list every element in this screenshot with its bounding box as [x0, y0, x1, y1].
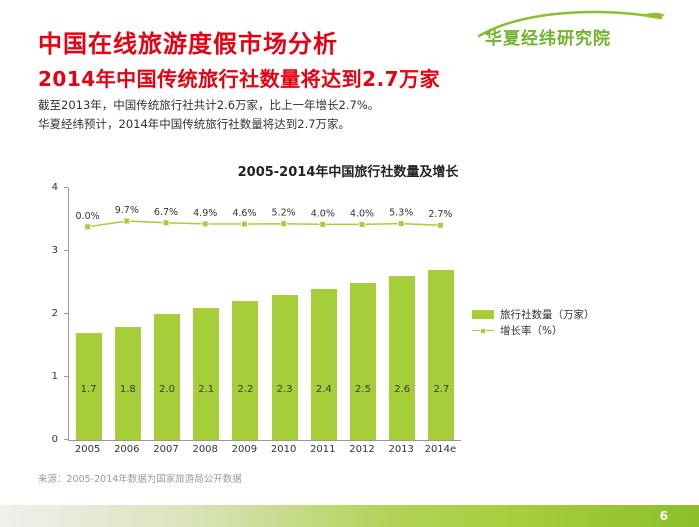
x-axis-label: 2012 — [349, 444, 375, 455]
source-note: 来源：2005-2014年数据为国家旅游局公开数据 — [38, 474, 242, 485]
y-axis-tick — [64, 187, 68, 188]
body-line-2: 华夏经纬预计，2014年中国传统旅行社数量将达到2.7万家。 — [38, 117, 351, 131]
bar-2014e: 2.7 — [428, 269, 455, 440]
bar-value-label: 1.7 — [80, 384, 97, 395]
x-axis-label: 2008 — [192, 444, 218, 455]
x-axis-label: 2009 — [231, 444, 258, 455]
y-axis-tick-label: 2 — [51, 308, 58, 319]
bar-2012: 2.5 — [350, 282, 376, 440]
bar-value-label: 2.1 — [198, 384, 215, 395]
bar-2010: 2.3 — [271, 295, 298, 440]
bar-value-label: 2.0 — [159, 384, 175, 395]
x-axis-label: 2013 — [388, 444, 414, 455]
footer-bar: 6 — [0, 505, 699, 527]
growth-value-label: 9.7% — [115, 205, 139, 216]
growth-line: 0.0% 9.7% 6.7% 4.9% 4.6% 5.2% 4.0% 4.0% 5.3% 2.7% — [76, 205, 452, 231]
growth-value-label: 5.3% — [389, 208, 413, 219]
x-axis-label: 2005 — [74, 444, 101, 455]
bar-value-label: 2.4 — [315, 384, 332, 395]
legend-item-bars: 旅行社数量（万家） — [472, 306, 595, 322]
y-axis-tick — [64, 376, 68, 377]
bar-value-label: 2.3 — [276, 384, 293, 395]
bar-value-label: 2.6 — [394, 384, 411, 395]
growth-value-label: 4.6% — [232, 208, 256, 219]
growth-point — [162, 219, 170, 227]
bar-2011: 2.4 — [310, 288, 337, 440]
plot-area: 1.7 1.8 2.0 2.1 2.2 2.3 2.4 2.5 2.6 2.7 — [64, 187, 461, 441]
growth-value-label: 4.9% — [193, 208, 217, 219]
body-line-1: 截至2013年，中国传统旅行社共计2.6万家，比上一年增长2.7%。 — [38, 98, 380, 112]
bar-2009: 2.2 — [232, 301, 259, 440]
page-title: 中国在线旅游度假市场分析 — [38, 30, 338, 58]
y-axis-tick-label: 3 — [51, 245, 58, 256]
logo-text: 华夏经纬研究院 — [485, 29, 611, 49]
y-axis-tick — [64, 439, 68, 440]
growth-point — [123, 217, 131, 225]
growth-value-label: 4.0% — [311, 208, 335, 219]
growth-value-label: 6.7% — [154, 207, 178, 218]
growth-point — [319, 220, 327, 228]
legend-label-line: 增长率（%） — [500, 324, 563, 337]
bar-2013: 2.6 — [389, 276, 416, 440]
logo: 华夏经纬研究院 — [477, 10, 665, 50]
x-axis-label: 2014e — [424, 444, 457, 455]
y-axis-tick-label: 0 — [51, 434, 58, 445]
body-text: 截至2013年，中国传统旅行社共计2.6万家，比上一年增长2.7%。 华夏经纬预… — [38, 96, 379, 134]
bar-series-swatch — [472, 309, 494, 319]
bar-2007: 2.0 — [154, 314, 180, 440]
growth-value-label: 0.0% — [76, 211, 100, 222]
growth-value-label: 2.7% — [428, 209, 452, 220]
bar-value-label: 2.7 — [433, 384, 450, 395]
y-axis: 0 1 2 3 4 — [40, 182, 64, 445]
growth-value-label: 4.0% — [350, 208, 374, 219]
page-number: 6 — [659, 509, 668, 523]
bar-2008: 2.1 — [193, 307, 220, 440]
x-axis: 2005 2006 2007 2008 2009 2010 2011 2012 2013 2014… — [68, 444, 460, 458]
chart-title: 2005-2014年中国旅行社数量及增长 — [237, 165, 459, 180]
page-subtitle: 2014年中国传统旅行社数量将达到2.7万家 — [38, 67, 441, 91]
y-axis-tick-label: 4 — [51, 182, 58, 193]
growth-point — [436, 221, 444, 229]
growth-point — [201, 220, 209, 228]
chart-legend: 旅行社数量（万家） 增长率（%） — [472, 306, 595, 338]
growth-point — [84, 223, 92, 231]
line-series-swatch — [472, 326, 494, 335]
bar-value-label: 2.5 — [355, 384, 371, 395]
x-axis-label: 2010 — [270, 444, 297, 455]
growth-point — [240, 220, 248, 228]
y-axis-tick-label: 1 — [51, 371, 58, 382]
legend-label-bars: 旅行社数量（万家） — [500, 308, 595, 321]
growth-value-label: 5.2% — [272, 208, 296, 219]
growth-point — [358, 220, 366, 228]
bar-value-label: 2.2 — [237, 384, 254, 395]
legend-item-line: 增长率（%） — [472, 322, 595, 338]
bar-2006: 1.8 — [114, 326, 141, 440]
x-axis-label: 2011 — [310, 444, 336, 455]
growth-point — [397, 220, 405, 228]
x-axis-label: 2006 — [114, 444, 140, 455]
x-axis-label: 2007 — [153, 444, 179, 455]
growth-point — [280, 220, 288, 228]
y-axis-tick — [64, 250, 68, 251]
bar-value-label: 1.8 — [119, 384, 136, 395]
bar-2005: 1.7 — [75, 332, 102, 440]
y-axis-tick — [64, 313, 68, 314]
